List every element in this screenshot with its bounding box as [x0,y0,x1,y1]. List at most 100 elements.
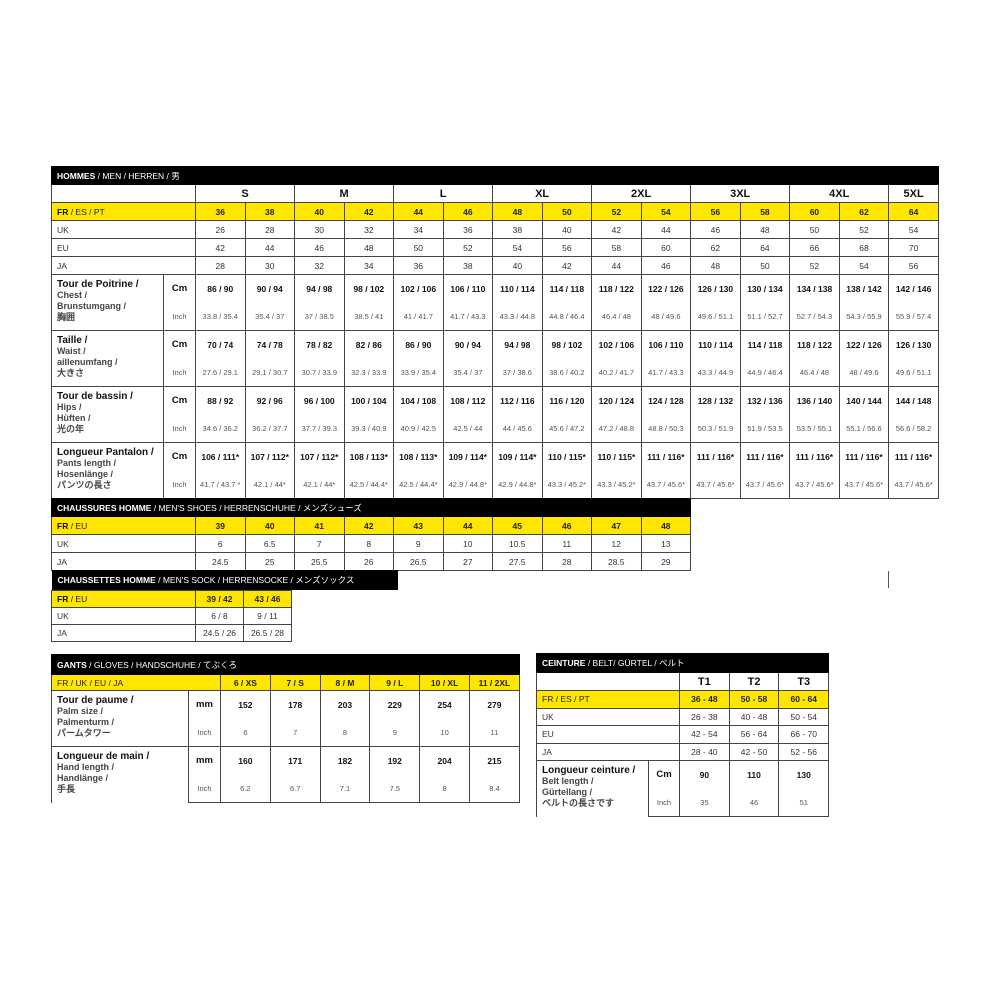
metric-value: 110 / 115* [541,442,593,471]
metric-value: 94 / 98 [294,274,345,303]
size-value: 36 [442,220,494,239]
size-value: 13 [640,534,692,553]
size-value: 9 / 11 [243,607,292,625]
system-label-text: UK [57,611,69,621]
system-label-text: / EU [68,594,88,604]
metric-value: 98 / 102 [541,330,593,359]
inch-value: 37.7 / 39.3 [294,414,345,443]
inch-value: 46.4 / 48 [789,358,840,387]
measurement-title: Tour de bassin / [57,391,133,402]
measurement-title: Tour de paume / [57,695,134,706]
system-label: JA [51,624,196,642]
size-value: 34 [343,256,395,275]
measurement-translation: Palmenturm / [57,717,115,727]
size-value: 25 [244,552,295,571]
section-title: HOMMES / MEN / HERREN / 男 [51,166,939,185]
inch-value: 27.6 / 29.1 [195,358,246,387]
unit-inch: Inch [188,774,221,803]
measurement-translation: Hosenlänge / [57,469,114,479]
metric-value: 108 / 113* [343,442,395,471]
metric-value: 111 / 116* [640,442,692,471]
measurement-translation: Chest / [57,290,88,300]
size-label: XL [492,184,593,203]
section-header: CHAUSSETTES HOMME / MEN'S SOCK / HERRENS… [51,570,398,591]
size-value: 29 [640,552,692,571]
metric-value: 96 / 100 [294,386,345,415]
metric-value: 86 / 90 [393,330,444,359]
size-letter-row: S M L XL 2XL 3XL 4XL 5XL [51,184,939,203]
measurement-translation: ベルトの長さです [542,798,615,808]
size-label: 4XL [789,184,890,203]
inch-value: 49.6 / 51.1 [888,358,939,387]
size-value: 56 - 64 [728,725,780,744]
system-label: FR / EU [51,590,196,608]
inch-value: 51.1 / 52.7 [739,302,791,331]
metric-value: 70 / 74 [195,330,246,359]
inch-value: 37 / 38.5 [294,302,345,331]
system-label-text: EU [542,729,554,740]
inch-value: 44.9 / 46.4 [739,358,791,387]
metric-value: 78 / 82 [294,330,345,359]
measurement-label: Longueur de main / Hand length / Handlänge… [51,746,189,803]
size-value: 40 [541,220,593,239]
measurement-label: Longueur ceinture / Belt length / Gürtella… [536,760,649,817]
size-label: T1 [679,672,730,691]
inch-value: 42.9 / 44.8* [492,470,543,499]
size-letter-row: T1 T2 T3 [536,672,830,691]
inch-value: 42.1 / 44* [294,470,345,499]
unit-inch: Inch [163,470,196,499]
measurement-translation: パンツの長さ [57,480,112,490]
size-value: 62 [838,202,890,221]
size-value: 26.5 / 28 [243,624,292,642]
measurement-translation: 光の年 [57,424,85,434]
size-value: 62 [690,238,741,257]
size-value: 50 [739,256,791,275]
inch-value: 43.7 / 45.6* [690,470,741,499]
size-value: 7 [294,534,345,553]
size-value: 6 [195,534,246,553]
size-label: T3 [778,672,830,691]
system-label: JA [51,256,196,275]
socks-size-table: CHAUSSETTES HOMME / MEN'S SOCK / HERRENS… [51,570,398,642]
title-bold: CHAUSSURES HOMME [57,502,152,513]
size-value: 38 [492,220,543,239]
inch-value: 7.5 [369,774,421,803]
size-value: 60 [789,202,840,221]
inch-value: 51 [778,788,830,817]
size-value: 39 / 42 [195,590,244,608]
metric-value: 114 / 118 [739,330,791,359]
size-value: 54 [888,220,939,239]
size-value: 44 [591,256,642,275]
size-value: 44 [244,238,296,257]
metric-value: 92 / 96 [244,386,296,415]
size-value: 43 [393,516,444,535]
size-value: 50 [393,238,444,257]
measurement-translation: 胸囲 [57,312,76,322]
size-value: 38 [244,202,296,221]
blank-cell [51,184,196,203]
metric-value: 171 [269,746,321,775]
metric-value: 142 / 146 [888,274,939,303]
inch-value: 56.6 / 58.2 [888,414,939,443]
measurement-translation: Hand length / [57,762,114,772]
size-value: 60 [640,238,692,257]
title-bold: HOMMES [57,170,96,181]
inch-value: 41.7 / 43.3 [442,302,494,331]
metric-value: 94 / 98 [492,330,543,359]
inch-value: 43.3 / 44.8 [492,302,543,331]
metric-value: 90 / 94 [244,274,296,303]
size-value: 46 [294,238,345,257]
size-value: 48 [492,202,543,221]
metric-value: 126 / 130 [888,330,939,359]
metric-value: 107 / 112* [294,442,345,471]
size-value: 56 [541,238,593,257]
metric-value: 90 / 94 [442,330,494,359]
metric-value: 90 [679,760,730,789]
system-label-text: EU [57,242,69,253]
metric-value: 74 / 78 [244,330,296,359]
measurement-inch-row: Inch 6.2 6.7 7.1 7.5 8 8.4 [52,774,520,803]
inch-value: 46.4 / 48 [591,302,642,331]
size-value: 11 / 2XL [468,674,520,691]
size-value: 36 [195,202,246,221]
